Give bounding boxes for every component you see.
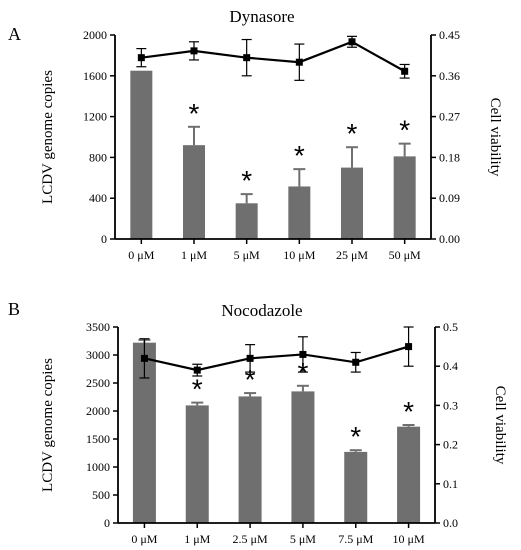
panel-b-category-label: 0 μM: [131, 532, 157, 546]
panel-b-significance-star: *: [403, 396, 414, 427]
panel-a-bar: [341, 167, 363, 239]
panel-b: B Nocodazole LCDV genome copies Cell via…: [8, 299, 508, 546]
panel-a-right-tick-label: 0.36: [439, 69, 460, 83]
panel-a-viability-marker: [243, 54, 251, 62]
panel-b-viability-marker: [246, 354, 254, 362]
panel-b-right-axis-label: Cell viability: [492, 386, 508, 465]
panel-b-left-tick-label: 0: [104, 516, 110, 530]
panel-b-significance-star: *: [245, 364, 256, 395]
panel-b-left-tick-label: 1500: [86, 432, 110, 446]
panel-a-significance-star: *: [294, 140, 305, 171]
panel-a-viability-line: [141, 40, 406, 73]
panel-a-right-tick-label: 0.45: [439, 28, 460, 42]
panel-b-category-label: 10 μM: [393, 532, 425, 546]
panel-b-category-label: 7.5 μM: [338, 532, 373, 546]
panel-a-left-tick-label: 0: [101, 232, 107, 246]
panel-b-right-tick-label: 0.5: [443, 320, 458, 334]
panel-b-bar: [291, 391, 315, 523]
panel-b-plot: *****05001000150020002500300035000.00.10…: [86, 320, 458, 546]
panel-a-plot: * * * * * 0 400 800 1200 1600 2000 0.00 0.09 0.18 0.27…: [83, 28, 460, 262]
panel-a-category-label: 5 μM: [234, 248, 260, 262]
panel-a-left-tick-label: 400: [89, 191, 107, 205]
panel-a-left-axis-label: LCDV genome copies: [40, 70, 56, 204]
panel-b-viability-line: [144, 345, 409, 372]
panel-b-left-tick-label: 2500: [86, 376, 110, 390]
panel-a-bar: [393, 156, 416, 239]
panel-b-significance-star: *: [350, 421, 361, 452]
panel-a-viability-marker: [295, 58, 303, 66]
panel-a-category-label: 10 μM: [283, 248, 315, 262]
panel-b-left-axis-label: LCDV genome copies: [40, 358, 56, 492]
panel-a-right-axis-label: Cell viability: [487, 98, 503, 177]
panel-a: A Dynasore LCDV genome copies Cell viabi…: [8, 7, 503, 262]
panel-b-left-tick-label: 1000: [86, 460, 110, 474]
panel-a-bar: [183, 145, 205, 239]
panel-a-left-tick-label: 1600: [83, 69, 107, 83]
panel-a-significance-star: *: [189, 98, 200, 129]
panel-b-bar: [238, 396, 262, 523]
panel-b-bar: [397, 426, 421, 523]
panel-a-viability-marker: [137, 54, 145, 62]
panel-a-category-label: 1 μM: [181, 248, 207, 262]
panel-a-right-tick-label: 0.00: [439, 232, 460, 246]
panel-a-category-label: 50 μM: [389, 248, 421, 262]
panel-a-category-label: 0 μM: [128, 248, 154, 262]
panel-a-bar: [130, 70, 153, 239]
panel-a-significance-star: *: [241, 165, 252, 196]
panel-b-category-label: 2.5 μM: [233, 532, 268, 546]
panel-b-viability-marker: [140, 354, 148, 362]
panel-b-significance-star: *: [192, 374, 203, 405]
panel-b-bar: [132, 342, 156, 523]
panel-b-letter: B: [8, 299, 20, 319]
panel-b-right-tick-label: 0.1: [443, 477, 458, 491]
panel-a-letter: A: [8, 24, 21, 44]
panel-b-viability-marker: [193, 366, 201, 374]
panel-b-right-tick-label: 0.3: [443, 398, 458, 412]
panel-a-viability-marker: [401, 67, 409, 75]
panel-b-title: Nocodazole: [221, 301, 302, 320]
panel-a-title: Dynasore: [229, 7, 294, 26]
panel-a-right-tick-label: 0.18: [439, 150, 460, 164]
panel-a-right-tick-label: 0.09: [439, 191, 460, 205]
panel-a-viability-marker: [348, 38, 356, 46]
panel-b-left-tick-label: 3000: [86, 348, 110, 362]
panel-b-right-tick-label: 0.0: [443, 516, 458, 530]
panel-a-category-label: 25 μM: [336, 248, 368, 262]
panel-a-right-tick-label: 0.27: [439, 110, 460, 124]
panel-a-bar: [288, 186, 311, 239]
panel-b-right-tick-label: 0.4: [443, 359, 458, 373]
panel-a-significance-star: *: [347, 118, 358, 149]
panel-b-right-tick-label: 0.2: [443, 438, 458, 452]
panel-b-viability-marker: [352, 358, 360, 366]
panel-b-left-tick-label: 3500: [86, 320, 110, 334]
panel-b-category-label: 1 μM: [184, 532, 210, 546]
panel-b-bar: [185, 405, 209, 523]
panel-a-significance-star: *: [399, 115, 410, 146]
panel-a-left-tick-label: 1200: [83, 110, 107, 124]
panel-b-category-label: 5 μM: [290, 532, 316, 546]
panel-b-bar: [344, 451, 368, 523]
panel-a-left-tick-label: 800: [89, 150, 107, 164]
panel-b-left-tick-label: 500: [92, 488, 110, 502]
panel-a-left-tick-label: 2000: [83, 28, 107, 42]
panel-b-viability-marker: [405, 343, 413, 351]
panel-a-bar: [235, 203, 258, 239]
panel-b-viability-marker: [299, 350, 307, 358]
panel-a-viability-marker: [190, 47, 198, 55]
panel-b-left-tick-label: 2000: [86, 404, 110, 418]
